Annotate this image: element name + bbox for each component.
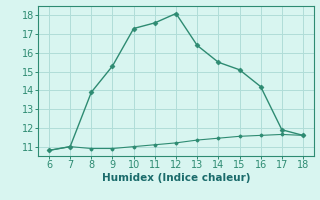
X-axis label: Humidex (Indice chaleur): Humidex (Indice chaleur) xyxy=(102,173,250,183)
